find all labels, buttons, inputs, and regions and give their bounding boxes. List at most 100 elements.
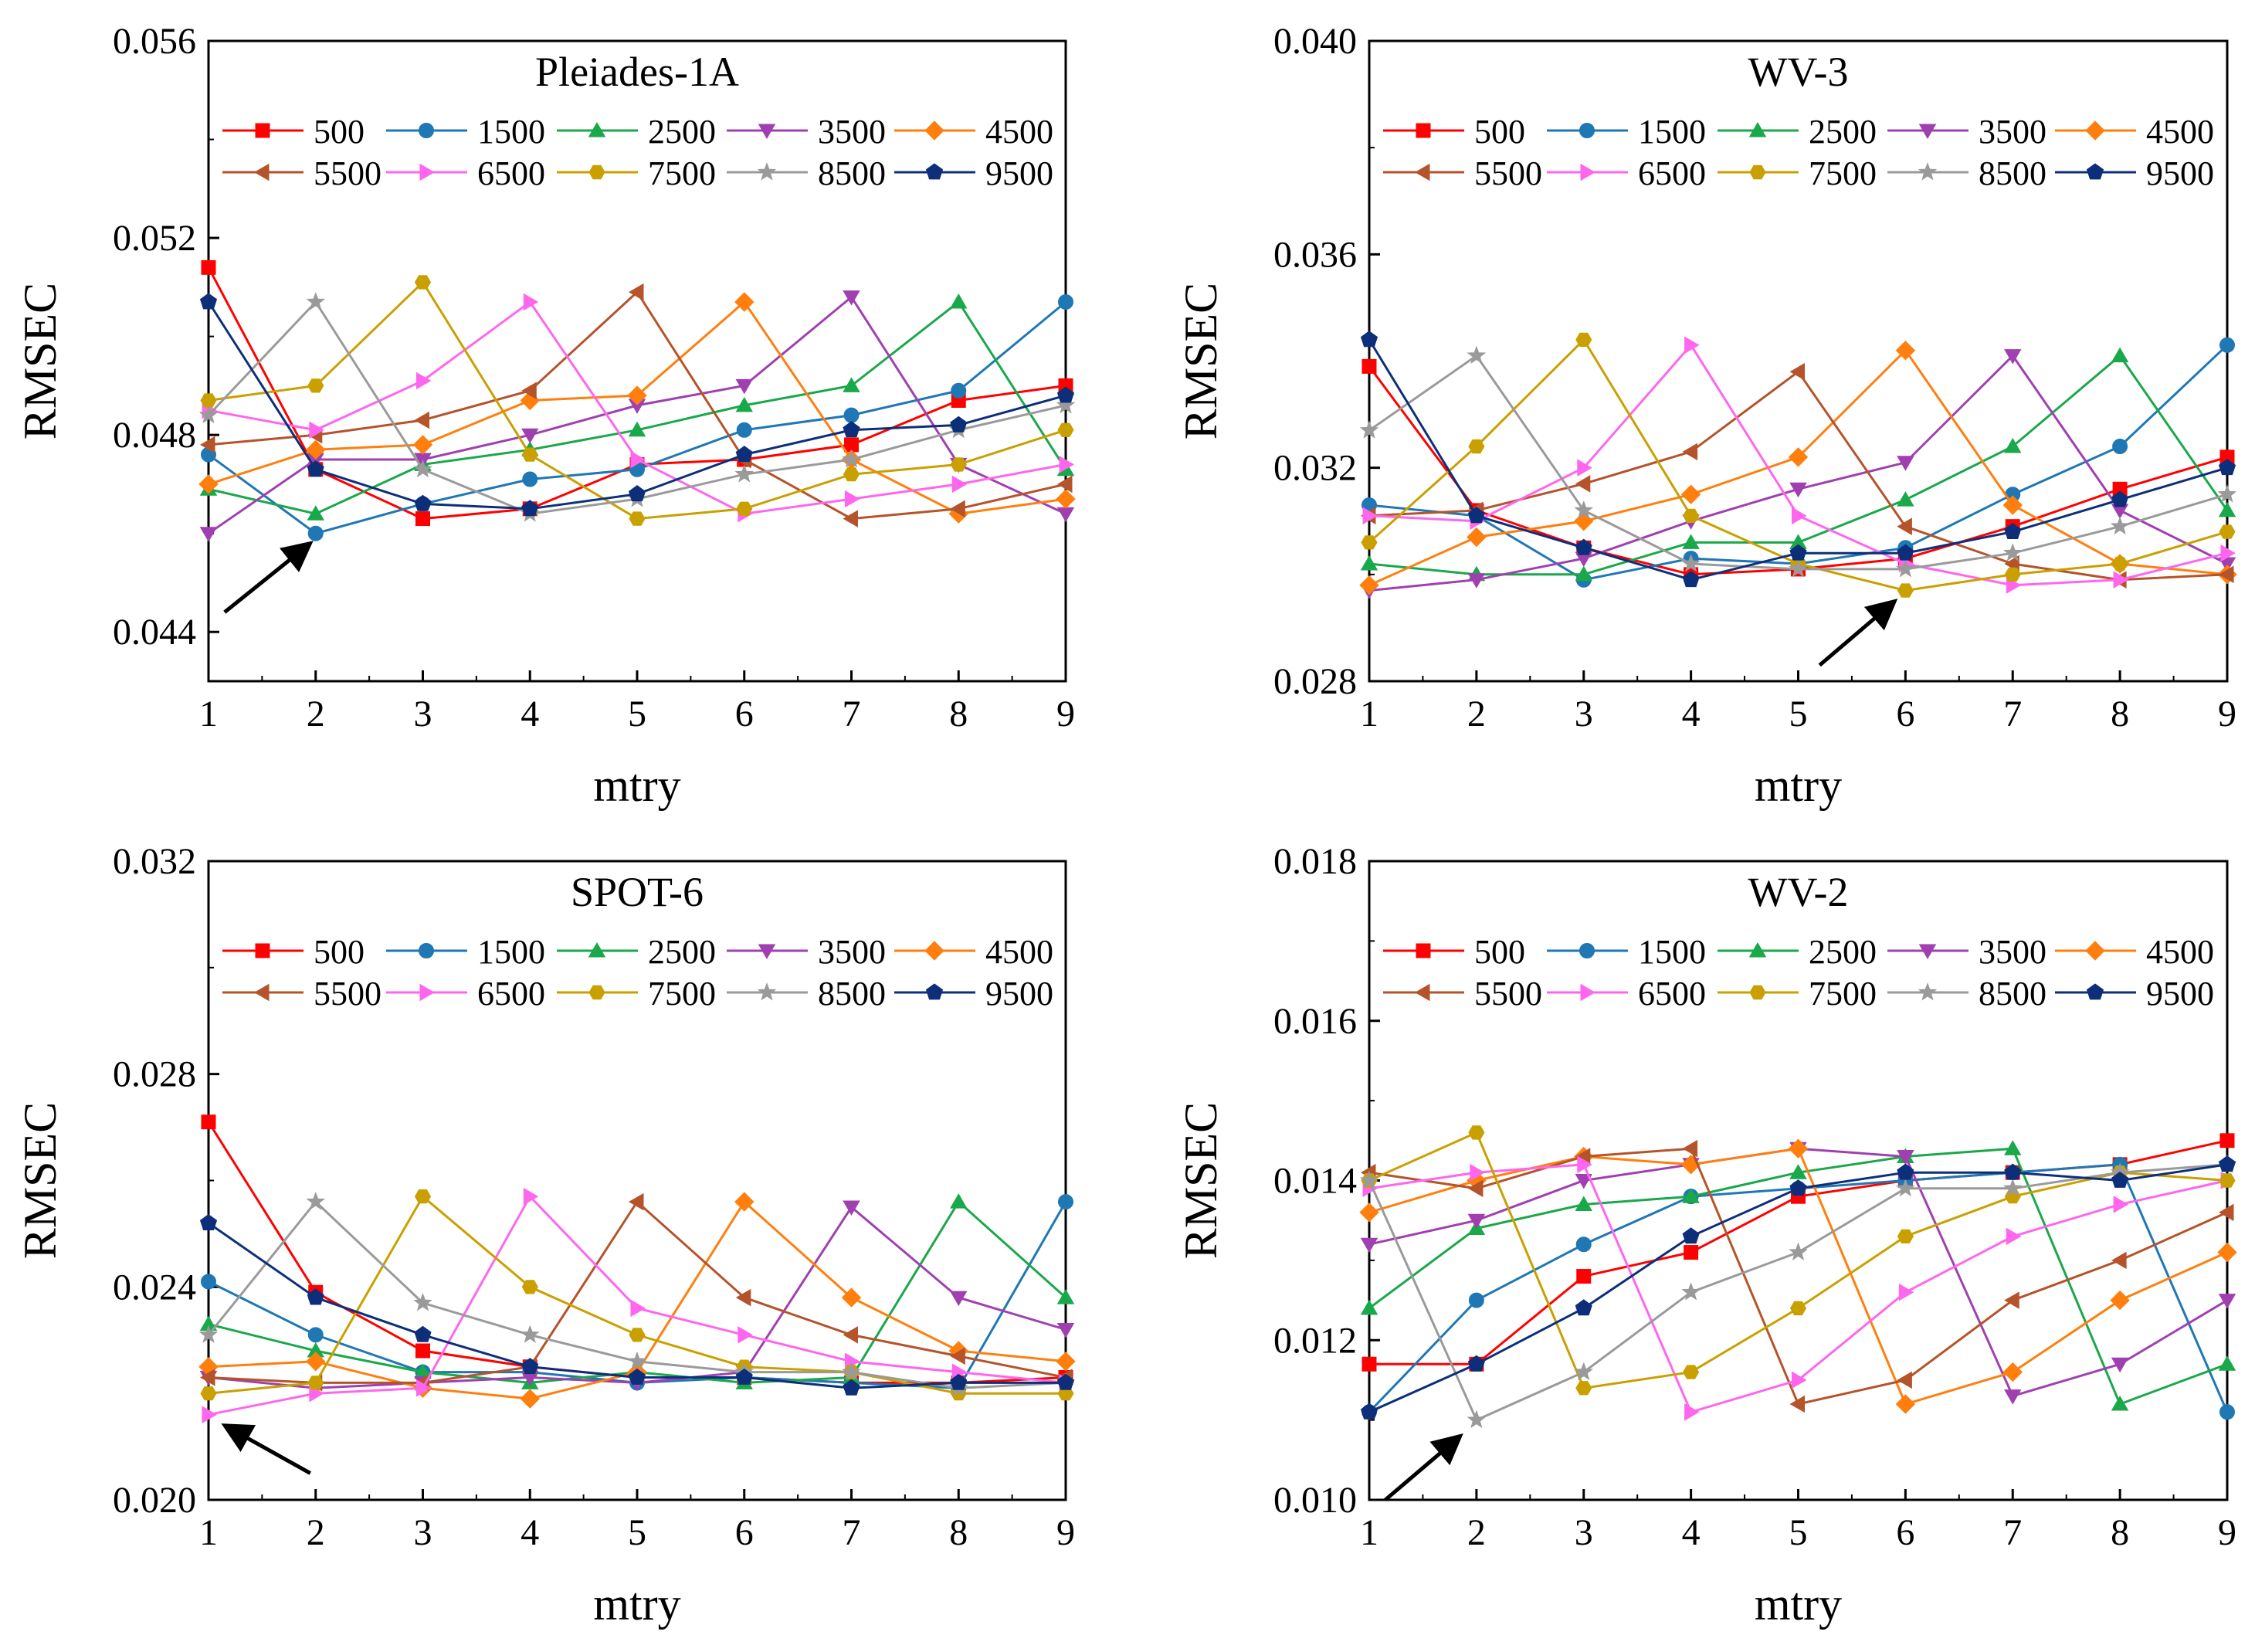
x-tick-label: 3 xyxy=(1575,1512,1593,1553)
x-tick-label: 9 xyxy=(2218,1512,2236,1553)
data-point xyxy=(1467,527,1487,548)
y-tick-label: 0.052 xyxy=(113,218,196,259)
data-point xyxy=(738,1326,753,1344)
x-tick-label: 2 xyxy=(307,1512,325,1553)
legend-label: 8500 xyxy=(1979,975,2046,1013)
y-tick-label: 0.014 xyxy=(1273,1161,1357,1202)
series-7500 xyxy=(200,1189,1074,1401)
data-point xyxy=(950,1291,968,1307)
data-point xyxy=(1057,422,1074,437)
legend-label: 500 xyxy=(1474,933,1525,971)
data-point xyxy=(1895,340,1916,361)
legend-marker xyxy=(1749,165,1766,180)
data-point xyxy=(1895,1394,1916,1414)
data-point xyxy=(1361,358,1377,374)
data-point xyxy=(1058,1194,1073,1210)
data-point xyxy=(2219,1133,2235,1148)
data-point xyxy=(412,435,433,455)
data-point xyxy=(2004,349,2022,365)
data-point xyxy=(521,1358,539,1375)
x-tick-label: 7 xyxy=(843,694,861,734)
data-point xyxy=(950,500,965,518)
series-9500 xyxy=(1360,331,2236,588)
legend-label: 8500 xyxy=(1979,154,2046,192)
data-point xyxy=(1577,459,1592,477)
legend-label: 8500 xyxy=(818,975,886,1013)
x-tick-label: 2 xyxy=(1467,694,1486,734)
x-tick-label: 3 xyxy=(414,1512,432,1553)
legend-label: 7500 xyxy=(1809,154,1877,192)
data-point xyxy=(306,1352,326,1372)
data-point xyxy=(2219,1404,2235,1420)
data-point xyxy=(1680,484,1701,504)
legend-label: 7500 xyxy=(648,975,716,1013)
data-point xyxy=(1683,508,1700,523)
data-point xyxy=(2219,337,2235,353)
legend-label: 7500 xyxy=(648,154,716,192)
legend-label: 3500 xyxy=(1979,113,2046,151)
x-axis-title: mtry xyxy=(593,760,680,811)
x-tick-label: 5 xyxy=(1789,1512,1808,1553)
x-tick-label: 6 xyxy=(735,694,754,734)
y-tick-label: 0.012 xyxy=(1273,1320,1357,1361)
legend-marker xyxy=(255,943,270,958)
data-point xyxy=(198,1325,219,1343)
legend-label: 2500 xyxy=(1809,933,1877,971)
legend-marker xyxy=(1748,942,1767,958)
data-point xyxy=(306,292,326,310)
y-axis-title: RMSEC xyxy=(15,1102,66,1259)
y-tick-label: 0.036 xyxy=(1273,234,1357,275)
data-point xyxy=(523,1187,539,1206)
legend-label: 3500 xyxy=(1979,933,2046,971)
legend-marker xyxy=(1416,123,1431,138)
data-point xyxy=(521,382,537,400)
annotation-arrow xyxy=(221,1423,312,1475)
data-point xyxy=(1575,1236,1592,1253)
data-point xyxy=(520,1389,541,1409)
data-point xyxy=(307,1288,324,1305)
data-point xyxy=(521,447,538,462)
data-point xyxy=(630,450,646,469)
legend-label: 1500 xyxy=(1638,933,1706,971)
data-point xyxy=(2110,516,2130,535)
data-point xyxy=(2219,1173,2236,1188)
data-point xyxy=(2111,556,2128,572)
legend-label: 2500 xyxy=(648,933,716,971)
legend-marker xyxy=(925,983,944,1000)
data-point xyxy=(307,460,324,477)
data-point xyxy=(306,1192,326,1210)
data-point xyxy=(414,1325,432,1342)
data-point xyxy=(1467,507,1485,524)
y-axis-title: RMSEC xyxy=(1175,283,1226,439)
x-tick-label: 1 xyxy=(199,694,218,734)
x-tick-label: 8 xyxy=(949,1512,968,1553)
data-point xyxy=(2218,1355,2236,1371)
data-point xyxy=(2002,543,2023,561)
data-point xyxy=(202,1406,217,1423)
data-point xyxy=(2218,1203,2234,1222)
data-point xyxy=(1792,1371,1807,1389)
data-point xyxy=(1575,1299,1592,1316)
data-point xyxy=(630,1299,646,1318)
legend-marker xyxy=(1918,982,1938,1001)
data-point xyxy=(1359,575,1379,595)
data-point xyxy=(306,439,326,460)
x-tick-label: 5 xyxy=(1789,694,1808,734)
data-point xyxy=(1057,475,1073,494)
data-point xyxy=(307,505,324,521)
data-point xyxy=(520,1325,540,1343)
data-point xyxy=(523,293,539,311)
data-point xyxy=(734,1192,754,1212)
legend-label: 9500 xyxy=(985,975,1053,1013)
annotation-arrow xyxy=(1818,599,1898,667)
data-point xyxy=(1362,507,1378,525)
data-point xyxy=(950,1347,965,1365)
data-point xyxy=(2004,1163,2022,1180)
x-tick-label: 5 xyxy=(628,1512,646,1553)
data-point xyxy=(1682,1188,1700,1203)
data-point xyxy=(1682,1139,1698,1158)
data-point xyxy=(200,393,217,408)
data-point xyxy=(2110,1290,2130,1311)
data-point xyxy=(413,1293,432,1311)
x-tick-label: 4 xyxy=(521,1512,539,1553)
